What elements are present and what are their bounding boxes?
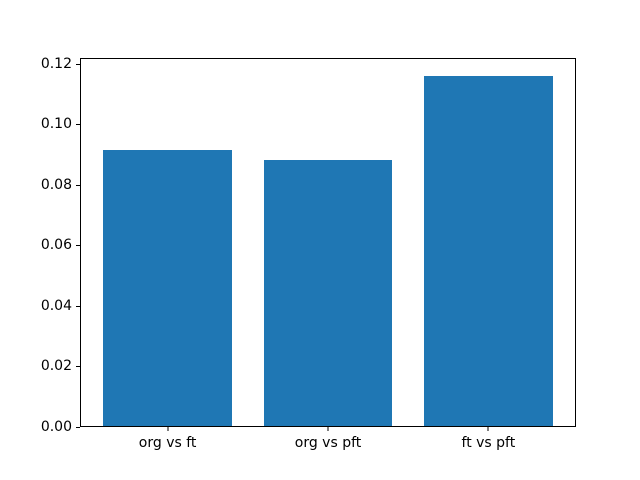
y-tick-label: 0.12 (40, 56, 72, 73)
y-tick-mark (76, 184, 80, 186)
y-tick-mark (76, 426, 80, 428)
y-tick-label: 0.06 (40, 237, 72, 254)
x-tick-mark (487, 427, 489, 432)
y-tick-label: 0.10 (40, 116, 72, 133)
x-tick-label: org vs ft (138, 435, 197, 452)
y-tick-mark (76, 366, 80, 368)
y-tick-label: 0.00 (40, 418, 72, 435)
bar (424, 75, 553, 427)
x-tick-mark (327, 427, 329, 432)
y-tick-mark (76, 64, 80, 66)
y-tick-label: 0.08 (40, 176, 72, 193)
x-tick-label: ft vs pft (461, 435, 516, 452)
x-tick-mark (167, 427, 169, 432)
y-tick-label: 0.04 (40, 297, 72, 314)
plot-area: org vs ft org vs pft ft vs pft 0.00 0.02 0.04… (41, 57, 576, 450)
y-tick-mark (76, 305, 80, 307)
y-tick-mark (76, 245, 80, 247)
x-tick-label: org vs pft (294, 435, 362, 452)
y-tick-label: 0.02 (40, 358, 72, 375)
y-tick-mark (76, 124, 80, 126)
bar (263, 160, 393, 427)
bar (103, 149, 232, 427)
